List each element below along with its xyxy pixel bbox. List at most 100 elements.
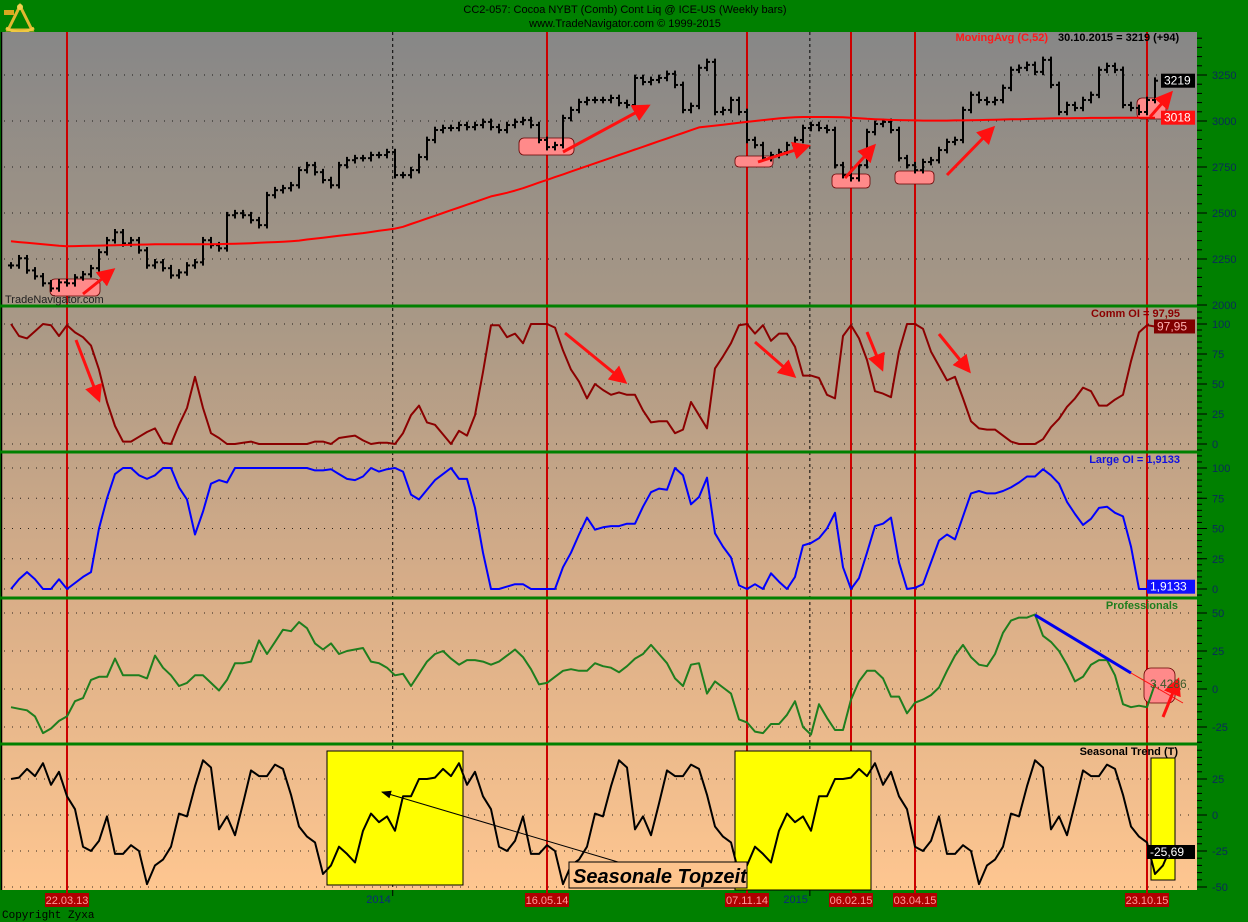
price-bar bbox=[16, 254, 22, 269]
price-bar bbox=[824, 124, 830, 134]
price-bar bbox=[616, 94, 622, 107]
axis-tick-label: 0 bbox=[1212, 684, 1218, 696]
last-value-tag-bg bbox=[1147, 844, 1195, 859]
price-bar bbox=[872, 120, 878, 136]
price-bar bbox=[1040, 56, 1046, 76]
price-bar bbox=[1048, 56, 1054, 89]
price-bar bbox=[976, 91, 982, 104]
price-bar bbox=[624, 99, 630, 109]
comm-oi-label: Comm OI = 97,95 bbox=[1091, 308, 1180, 320]
price-bar bbox=[1088, 91, 1094, 104]
price-bar bbox=[1144, 96, 1150, 116]
last-value-tag: 3,4286 bbox=[1150, 677, 1187, 691]
price-bar bbox=[32, 267, 38, 280]
price-bar bbox=[720, 106, 726, 116]
price-bar bbox=[80, 270, 86, 281]
price-bar bbox=[920, 158, 926, 174]
axis-tick-label: 2000 bbox=[1212, 300, 1236, 312]
price-bar bbox=[696, 64, 702, 110]
last-value-tag: 97,95 bbox=[1157, 319, 1187, 333]
trend-arrow-icon bbox=[757, 141, 811, 164]
price-bar bbox=[656, 74, 662, 84]
last-value-tags: 3219 3018 97,95 1,9133 3,4286 -25,69 bbox=[1147, 73, 1195, 859]
price-bar bbox=[264, 191, 270, 229]
moving-avg-line bbox=[10, 116, 1155, 248]
price-bar bbox=[640, 74, 646, 86]
price-bar bbox=[728, 96, 734, 114]
price-bar bbox=[1056, 81, 1062, 116]
price-bar bbox=[584, 96, 590, 106]
axis-tick-label: 75 bbox=[1212, 493, 1224, 505]
axis-tick-label: 0 bbox=[1212, 810, 1218, 822]
price-bar bbox=[1128, 101, 1134, 112]
price-bar bbox=[232, 209, 238, 219]
price-bar bbox=[352, 154, 358, 164]
price-bar bbox=[992, 96, 998, 106]
seasonal-trend-line bbox=[10, 759, 1180, 886]
price-bar bbox=[488, 118, 494, 131]
price-bar bbox=[648, 76, 654, 86]
last-value-tag: 3219 bbox=[1164, 74, 1191, 88]
price-bar bbox=[536, 121, 542, 144]
price-bar bbox=[896, 126, 902, 162]
price-bar bbox=[568, 106, 574, 122]
price-bar bbox=[664, 70, 670, 82]
price-bar bbox=[576, 98, 582, 114]
axis-tick-label: -25 bbox=[1212, 722, 1228, 734]
price-bar bbox=[888, 118, 894, 134]
price-bar bbox=[736, 96, 742, 116]
date-marker-label: 22.03.13 bbox=[46, 895, 89, 907]
axis-tick-label: 2250 bbox=[1212, 254, 1236, 266]
axis-tick-label: 0 bbox=[1212, 584, 1218, 596]
price-bar bbox=[520, 116, 526, 126]
price-bar bbox=[360, 154, 366, 162]
date-marker-label: 07.11.14 bbox=[726, 895, 768, 907]
trend-arrow-icon bbox=[1148, 90, 1173, 118]
price-bar bbox=[368, 151, 374, 162]
year-label: 2015 bbox=[783, 894, 807, 906]
trend-arrow-icon bbox=[1161, 677, 1181, 718]
last-value-tag-bg bbox=[1147, 579, 1195, 594]
price-bar bbox=[1136, 104, 1142, 116]
date-marker-label-bg bbox=[1125, 893, 1169, 907]
price-bar bbox=[984, 96, 990, 106]
price-bar bbox=[144, 247, 150, 269]
price-bar bbox=[928, 156, 934, 166]
last-value-tag-bg bbox=[1161, 110, 1195, 125]
price-bar bbox=[464, 121, 470, 131]
trend-arrow-icon bbox=[945, 125, 996, 177]
price-bar bbox=[960, 106, 966, 144]
price-bar bbox=[1032, 61, 1038, 76]
price-bar bbox=[288, 181, 294, 192]
chart-subtitle: www.TradeNavigator.com © 1999-2015 bbox=[528, 18, 721, 30]
price-bar bbox=[336, 161, 342, 189]
price-bar bbox=[608, 94, 614, 104]
price-bar bbox=[560, 114, 566, 149]
last-value-tag: 1,9133 bbox=[1150, 580, 1187, 594]
price-bar bbox=[160, 259, 166, 272]
trend-arrow-icon bbox=[564, 331, 628, 384]
price-bar bbox=[968, 91, 974, 114]
value-axis bbox=[1197, 32, 1248, 890]
price-bar bbox=[904, 154, 910, 169]
price-bar bbox=[472, 121, 478, 131]
price-bar bbox=[24, 254, 30, 274]
axis-tick-label: 3000 bbox=[1212, 116, 1236, 128]
price-bar bbox=[800, 124, 806, 144]
price-bar bbox=[248, 211, 254, 224]
date-marker-label-bg bbox=[829, 893, 873, 907]
price-bar bbox=[112, 229, 118, 244]
price-bar bbox=[840, 161, 846, 179]
price-bar bbox=[744, 108, 750, 144]
large-oi-label: Large OI = 1,9133 bbox=[1089, 454, 1180, 466]
price-bar bbox=[192, 259, 198, 269]
price-bar bbox=[496, 123, 502, 134]
price-bar bbox=[312, 161, 318, 176]
axis-tick-label: 50 bbox=[1212, 379, 1224, 391]
price-bar bbox=[272, 186, 278, 199]
date-marker-label: 16.05.14 bbox=[526, 895, 569, 907]
last-value-tag: 3018 bbox=[1164, 111, 1191, 125]
trend-arrow-icon bbox=[82, 268, 116, 296]
value-axis-ticks: 2000225025002750300032500255075100025507… bbox=[1197, 37, 1236, 894]
time-axis: 2014 2015 22.03.13 16.05.14 07.11.14 06.02.15… bbox=[45, 890, 1169, 907]
